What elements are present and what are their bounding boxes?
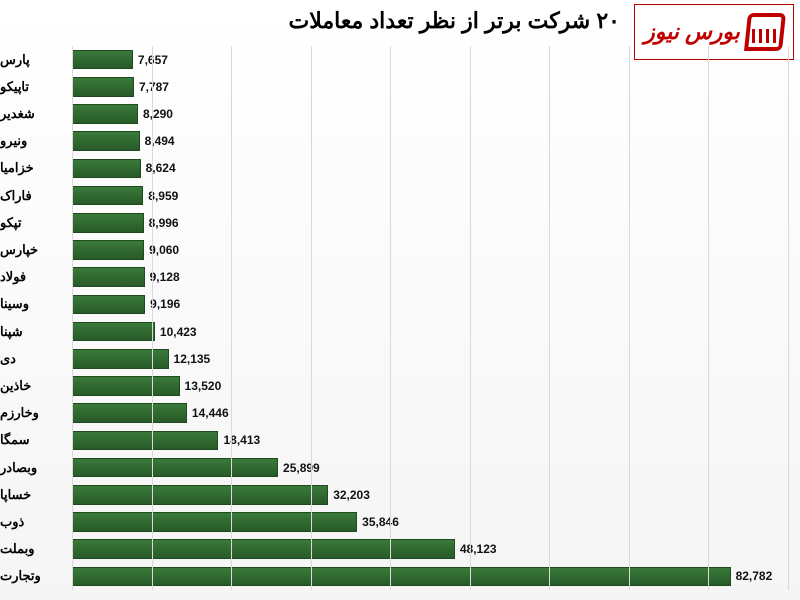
bar-value-label: 48,123 bbox=[460, 542, 497, 556]
bar-row: 9,128 bbox=[72, 264, 788, 291]
bar-value-label: 10,423 bbox=[160, 325, 197, 339]
bar: 9,196 bbox=[72, 295, 145, 315]
bar-row: 48,123 bbox=[72, 536, 788, 563]
bar: 9,128 bbox=[72, 267, 145, 287]
y-axis-label: فولاد bbox=[0, 264, 68, 291]
bar-value-label: 14,446 bbox=[192, 406, 229, 420]
grid-line bbox=[470, 46, 471, 590]
y-axis-label: ذوب bbox=[0, 508, 68, 535]
bar-row: 8,624 bbox=[72, 155, 788, 182]
y-axis-labels: پارستاپیکوشغدیرونیروخزامیافاراکتپکوخپارس… bbox=[0, 46, 68, 590]
bar-row: 13,520 bbox=[72, 372, 788, 399]
bar-row: 32,203 bbox=[72, 481, 788, 508]
y-axis-label: پارس bbox=[0, 46, 68, 73]
bar: 12,135 bbox=[72, 349, 169, 369]
bar-value-label: 8,290 bbox=[143, 107, 173, 121]
bar: 8,494 bbox=[72, 131, 140, 151]
bar: 13,520 bbox=[72, 376, 180, 396]
bar: 9,060 bbox=[72, 240, 144, 260]
bar: 48,123 bbox=[72, 539, 455, 559]
bar: 8,996 bbox=[72, 213, 144, 233]
y-axis-label: وسینا bbox=[0, 291, 68, 318]
y-axis-label: خساپا bbox=[0, 481, 68, 508]
bar-value-label: 8,959 bbox=[148, 189, 178, 203]
bar-row: 35,846 bbox=[72, 508, 788, 535]
bar-value-label: 18,413 bbox=[223, 433, 260, 447]
bar-value-label: 25,899 bbox=[283, 461, 320, 475]
y-axis-label: خپارس bbox=[0, 236, 68, 263]
grid-line bbox=[788, 46, 789, 590]
bar-value-label: 32,203 bbox=[333, 488, 370, 502]
bar: 82,782 bbox=[72, 567, 731, 587]
bar-row: 25,899 bbox=[72, 454, 788, 481]
bar: 7,787 bbox=[72, 77, 134, 97]
bar-value-label: 8,494 bbox=[145, 134, 175, 148]
grid-line bbox=[708, 46, 709, 590]
bar-value-label: 8,996 bbox=[149, 216, 179, 230]
y-axis-label: شغدیر bbox=[0, 100, 68, 127]
y-axis-label: ونیرو bbox=[0, 128, 68, 155]
y-axis-label: خاذین bbox=[0, 372, 68, 399]
bar-value-label: 12,135 bbox=[174, 352, 211, 366]
bar-value-label: 35,846 bbox=[362, 515, 399, 529]
bar-row: 82,782 bbox=[72, 563, 788, 590]
bar: 10,423 bbox=[72, 322, 155, 342]
y-axis-label: وبصادر bbox=[0, 454, 68, 481]
bar: 8,290 bbox=[72, 104, 138, 124]
y-axis-label: شپنا bbox=[0, 318, 68, 345]
bar: 18,413 bbox=[72, 431, 218, 451]
bar: 14,446 bbox=[72, 403, 187, 423]
bar-value-label: 9,128 bbox=[150, 270, 180, 284]
bar-row: 8,290 bbox=[72, 100, 788, 127]
bar-value-label: 8,624 bbox=[146, 161, 176, 175]
grid-line bbox=[549, 46, 550, 590]
y-axis-label: وبملت bbox=[0, 536, 68, 563]
y-axis-label: سمگا bbox=[0, 427, 68, 454]
bar-value-label: 9,196 bbox=[150, 297, 180, 311]
grid-line bbox=[231, 46, 232, 590]
bar: 8,959 bbox=[72, 186, 143, 206]
bar-row: 12,135 bbox=[72, 345, 788, 372]
grid-line bbox=[629, 46, 630, 590]
bar-row: 9,196 bbox=[72, 291, 788, 318]
bar-row: 8,959 bbox=[72, 182, 788, 209]
y-axis-label: تپکو bbox=[0, 209, 68, 236]
bar: 8,624 bbox=[72, 159, 141, 179]
bar-row: 7,787 bbox=[72, 73, 788, 100]
bar-row: 18,413 bbox=[72, 427, 788, 454]
bar: 35,846 bbox=[72, 512, 357, 532]
y-axis-label: تاپیکو bbox=[0, 73, 68, 100]
grid-line bbox=[311, 46, 312, 590]
bar-row: 10,423 bbox=[72, 318, 788, 345]
bar-row: 14,446 bbox=[72, 400, 788, 427]
bar-value-label: 7,657 bbox=[138, 53, 168, 67]
bar: 7,657 bbox=[72, 50, 133, 70]
grid-line bbox=[72, 46, 73, 590]
y-axis-label: وخارزم bbox=[0, 400, 68, 427]
bar-value-label: 82,782 bbox=[736, 569, 773, 583]
bar-value-label: 13,520 bbox=[185, 379, 222, 393]
bar-row: 7,657 bbox=[72, 46, 788, 73]
logo-text: بورس نیوز bbox=[644, 19, 740, 45]
bar-row: 8,494 bbox=[72, 128, 788, 155]
bar: 32,203 bbox=[72, 485, 328, 505]
grid-line bbox=[152, 46, 153, 590]
chart-container: ۲۰ شرکت برتر از نظر تعداد معاملات بورس ن… bbox=[0, 0, 800, 600]
plot-area: 7,6577,7878,2908,4948,6248,9598,9969,060… bbox=[72, 46, 788, 590]
grid-line bbox=[390, 46, 391, 590]
bar-row: 8,996 bbox=[72, 209, 788, 236]
y-axis-label: دی bbox=[0, 345, 68, 372]
bar-row: 9,060 bbox=[72, 236, 788, 263]
y-axis-label: فاراک bbox=[0, 182, 68, 209]
bar-value-label: 7,787 bbox=[139, 80, 169, 94]
chart-title: ۲۰ شرکت برتر از نظر تعداد معاملات bbox=[289, 8, 620, 34]
y-axis-label: خزامیا bbox=[0, 155, 68, 182]
y-axis-label: وتجارت bbox=[0, 563, 68, 590]
bar: 25,899 bbox=[72, 458, 278, 478]
bars-group: 7,6577,7878,2908,4948,6248,9598,9969,060… bbox=[72, 46, 788, 590]
bar-value-label: 9,060 bbox=[149, 243, 179, 257]
